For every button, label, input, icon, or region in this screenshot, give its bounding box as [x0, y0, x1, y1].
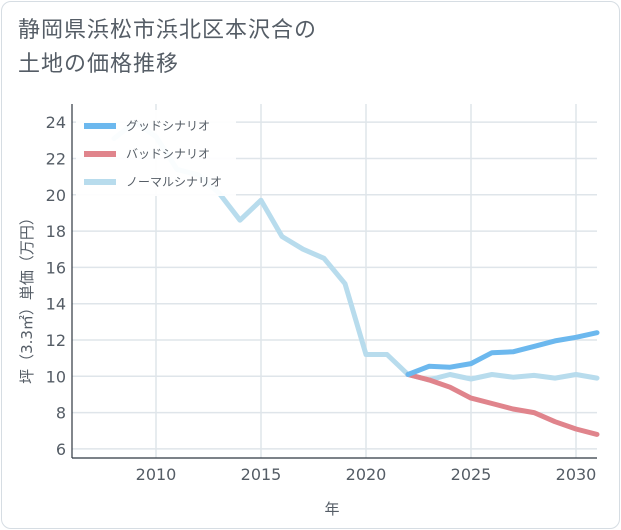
- y-tick-label: 12: [46, 331, 66, 350]
- y-tick-label: 10: [46, 367, 66, 386]
- chart-title: 静岡県浜松市浜北区本沢合の 土地の価格推移: [18, 14, 317, 82]
- y-tick-label: 8: [56, 404, 66, 423]
- title-line-1: 静岡県浜松市浜北区本沢合の: [18, 18, 318, 43]
- y-tick-label: 24: [46, 113, 66, 132]
- x-tick-label: 2015: [241, 465, 282, 484]
- legend-entry: グッドシナリオ: [126, 119, 210, 133]
- x-axis-title: 年: [324, 500, 339, 518]
- y-tick-label: 22: [46, 149, 66, 168]
- y-tick-label: 20: [46, 186, 66, 205]
- y-tick-label: 16: [46, 258, 66, 277]
- series-line-0: [405, 330, 600, 377]
- y-tick-label: 14: [46, 295, 66, 314]
- axes: [71, 104, 597, 459]
- y-axis-title: 坪（3.3㎡）単価（万円）: [18, 210, 36, 384]
- y-tick-label: 18: [46, 222, 66, 241]
- series-line-1: [405, 372, 600, 437]
- x-tick-label: 2030: [556, 465, 597, 484]
- legend-entry: ノーマルシナリオ: [126, 175, 222, 189]
- x-tick-label: 2020: [346, 465, 387, 484]
- x-tick-label: 2025: [451, 465, 492, 484]
- tick-labels: 6 8 10 12 14 16 18 20 22 24 2010 2015 2020 2025 2030: [46, 113, 597, 484]
- x-tick-label: 2010: [136, 465, 177, 484]
- y-tick-label: 6: [56, 440, 66, 459]
- legend-entry: バッドシナリオ: [126, 147, 210, 161]
- title-line-2: 土地の価格推移: [18, 52, 180, 77]
